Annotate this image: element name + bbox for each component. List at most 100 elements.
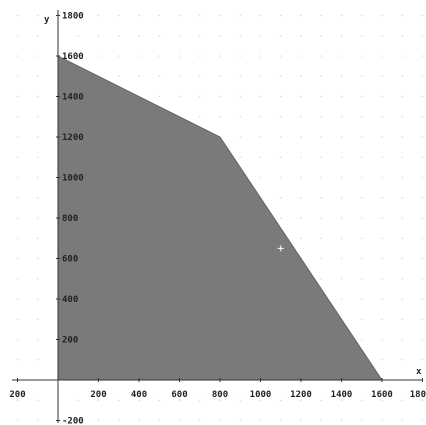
y-tick-label: 600 bbox=[62, 255, 78, 265]
grid-dot bbox=[77, 35, 79, 37]
x-tick-label: 800 bbox=[212, 390, 228, 400]
x-tick-label: 1000 bbox=[250, 390, 272, 400]
grid-dot bbox=[422, 96, 424, 98]
grid-dot bbox=[158, 75, 160, 77]
grid-dot bbox=[37, 359, 39, 361]
grid-dot bbox=[401, 96, 403, 98]
grid-dot bbox=[260, 75, 262, 77]
grid-dot bbox=[199, 15, 201, 17]
grid-dot bbox=[179, 420, 181, 422]
grid-dot bbox=[37, 156, 39, 158]
grid-dot bbox=[401, 217, 403, 219]
grid-dot bbox=[361, 177, 363, 179]
grid-dot bbox=[179, 96, 181, 98]
grid-dot bbox=[118, 75, 120, 77]
grid-dot bbox=[138, 420, 140, 422]
grid-dot bbox=[260, 96, 262, 98]
grid-dot bbox=[320, 399, 322, 401]
grid-dot bbox=[361, 156, 363, 158]
y-axis-label: y bbox=[44, 15, 50, 25]
grid-dot bbox=[37, 237, 39, 239]
grid-dot bbox=[17, 116, 19, 118]
grid-dot bbox=[361, 197, 363, 199]
grid-dot bbox=[260, 15, 262, 17]
grid-dot bbox=[381, 177, 383, 179]
grid-dot bbox=[361, 278, 363, 280]
grid-dot bbox=[17, 237, 19, 239]
grid-dot bbox=[179, 55, 181, 57]
grid-dot bbox=[118, 399, 120, 401]
grid-dot bbox=[118, 35, 120, 37]
grid-dot bbox=[361, 96, 363, 98]
grid-dot bbox=[381, 298, 383, 300]
grid-dot bbox=[422, 217, 424, 219]
grid-dot bbox=[381, 75, 383, 77]
grid-dot bbox=[320, 35, 322, 37]
grid-dot bbox=[98, 55, 100, 57]
grid-dot bbox=[219, 116, 221, 118]
grid-dot bbox=[300, 237, 302, 239]
grid-dot bbox=[138, 35, 140, 37]
grid-dot bbox=[118, 420, 120, 422]
grid-dot bbox=[381, 96, 383, 98]
grid-dot bbox=[341, 197, 343, 199]
grid-dot bbox=[37, 197, 39, 199]
grid-dot bbox=[381, 318, 383, 320]
grid-dot bbox=[381, 136, 383, 138]
grid-dot bbox=[17, 298, 19, 300]
y-tick-label: 1000 bbox=[62, 174, 84, 184]
grid-dot bbox=[138, 55, 140, 57]
grid-dot bbox=[422, 177, 424, 179]
grid-dot bbox=[280, 217, 282, 219]
grid-dot bbox=[179, 75, 181, 77]
grid-dot bbox=[37, 278, 39, 280]
x-tick-label: 1400 bbox=[331, 390, 353, 400]
grid-dot bbox=[239, 15, 241, 17]
grid-dot bbox=[17, 278, 19, 280]
grid-dot bbox=[199, 420, 201, 422]
grid-dot bbox=[381, 15, 383, 17]
grid-dot bbox=[219, 35, 221, 37]
y-tick-label: 1600 bbox=[62, 52, 84, 62]
grid-dot bbox=[401, 197, 403, 199]
grid-dot bbox=[361, 420, 363, 422]
x-tick-label: 200 bbox=[90, 390, 106, 400]
grid-dot bbox=[401, 116, 403, 118]
grid-dot bbox=[118, 55, 120, 57]
grid-dot bbox=[401, 55, 403, 57]
grid-dot bbox=[361, 55, 363, 57]
grid-dot bbox=[37, 75, 39, 77]
grid-dot bbox=[320, 237, 322, 239]
grid-dot bbox=[179, 35, 181, 37]
grid-dot bbox=[341, 35, 343, 37]
grid-dot bbox=[98, 35, 100, 37]
x-tick-label: 200 bbox=[9, 390, 25, 400]
grid-dot bbox=[320, 15, 322, 17]
grid-dot bbox=[300, 116, 302, 118]
grid-dot bbox=[280, 116, 282, 118]
grid-dot bbox=[17, 318, 19, 320]
grid-dot bbox=[77, 399, 79, 401]
grid-dot bbox=[341, 75, 343, 77]
grid-dot bbox=[320, 177, 322, 179]
grid-dot bbox=[17, 96, 19, 98]
grid-dot bbox=[401, 75, 403, 77]
grid-dot bbox=[260, 136, 262, 138]
grid-dot bbox=[320, 420, 322, 422]
grid-dot bbox=[422, 136, 424, 138]
grid-dot bbox=[341, 177, 343, 179]
grid-dot bbox=[320, 278, 322, 280]
grid-dot bbox=[260, 116, 262, 118]
grid-dot bbox=[341, 420, 343, 422]
grid-dot bbox=[158, 420, 160, 422]
grid-dot bbox=[300, 75, 302, 77]
grid-dot bbox=[219, 420, 221, 422]
grid-dot bbox=[422, 116, 424, 118]
grid-dot bbox=[422, 15, 424, 17]
grid-dot bbox=[239, 420, 241, 422]
grid-dot bbox=[381, 55, 383, 57]
grid-dot bbox=[17, 15, 19, 17]
grid-dot bbox=[280, 15, 282, 17]
grid-dot bbox=[280, 96, 282, 98]
grid-dot bbox=[219, 96, 221, 98]
